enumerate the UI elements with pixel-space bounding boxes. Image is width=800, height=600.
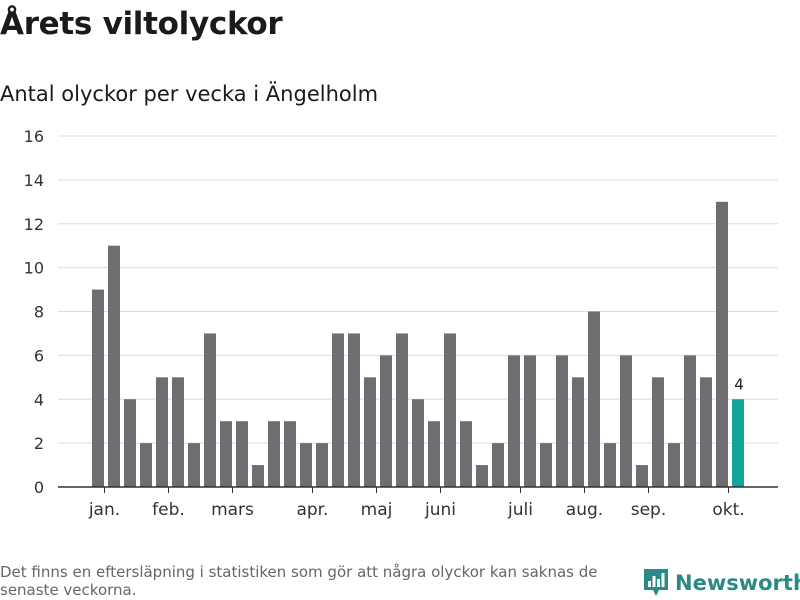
bar xyxy=(252,465,264,487)
bar xyxy=(508,355,520,487)
bar xyxy=(652,377,664,487)
bar-chart-logo-icon xyxy=(644,569,668,596)
x-tick-label: juli xyxy=(507,500,533,520)
bar xyxy=(620,355,632,487)
bar xyxy=(348,333,360,487)
bar xyxy=(684,355,696,487)
bar xyxy=(108,245,120,487)
y-tick-label: 4 xyxy=(34,390,44,409)
bar-highlight xyxy=(732,399,744,487)
bar xyxy=(540,443,552,487)
bar xyxy=(636,465,648,487)
bar xyxy=(172,377,184,487)
bar xyxy=(668,443,680,487)
y-tick-label: 14 xyxy=(24,171,44,190)
bar xyxy=(428,421,440,487)
bar xyxy=(332,333,344,487)
bar xyxy=(284,421,296,487)
x-tick-label: maj xyxy=(361,500,393,520)
bar-chart: 0 2 4 6 8 10 12 14 16 4 jan. feb. mars apr. maj juni jul… xyxy=(24,127,778,520)
y-tick-label: 2 xyxy=(34,434,44,453)
y-tick-label: 8 xyxy=(34,303,44,322)
bar xyxy=(140,443,152,487)
brand-name: Newsworthy xyxy=(675,571,800,595)
x-tick-label: okt. xyxy=(712,500,744,520)
brand-logo[interactable]: Newsworthy xyxy=(643,568,800,598)
x-tick-label: feb. xyxy=(152,500,185,520)
bar xyxy=(124,399,136,487)
x-tick-label: mars xyxy=(211,500,254,520)
bar xyxy=(204,333,216,487)
bar xyxy=(716,201,728,487)
data-label: 4 xyxy=(734,375,744,393)
bar xyxy=(236,421,248,487)
bar xyxy=(156,377,168,487)
bar xyxy=(556,355,568,487)
bar xyxy=(380,355,392,487)
bar xyxy=(268,421,280,487)
bar xyxy=(524,355,536,487)
y-tick-label: 10 xyxy=(24,259,44,278)
y-tick-label: 16 xyxy=(24,127,44,146)
y-tick-label: 6 xyxy=(34,346,44,365)
bar xyxy=(492,443,504,487)
y-tick-label: 0 xyxy=(34,478,44,497)
bar xyxy=(604,443,616,487)
x-tick-label: juni xyxy=(424,500,456,520)
bar xyxy=(300,443,312,487)
bar xyxy=(444,333,456,487)
chart-subtitle: Antal olyckor per vecka i Ängelholm xyxy=(0,82,379,106)
bar xyxy=(476,465,488,487)
bar xyxy=(396,333,408,487)
bar xyxy=(188,443,200,487)
bar xyxy=(460,421,472,487)
bar xyxy=(92,289,104,487)
bar xyxy=(588,311,600,487)
x-tick-label: sep. xyxy=(631,500,667,520)
footnote: Det finns en eftersläpning i statistiken… xyxy=(0,563,598,599)
y-tick-label: 12 xyxy=(24,215,44,234)
chart-title: Årets viltolyckor xyxy=(0,6,283,42)
bar xyxy=(412,399,424,487)
bar xyxy=(364,377,376,487)
bar xyxy=(700,377,712,487)
x-tick-label: jan. xyxy=(88,500,120,520)
bar xyxy=(220,421,232,487)
x-tick-label: apr. xyxy=(296,500,328,520)
bar xyxy=(316,443,328,487)
x-tick-label: aug. xyxy=(566,500,603,520)
bar xyxy=(572,377,584,487)
